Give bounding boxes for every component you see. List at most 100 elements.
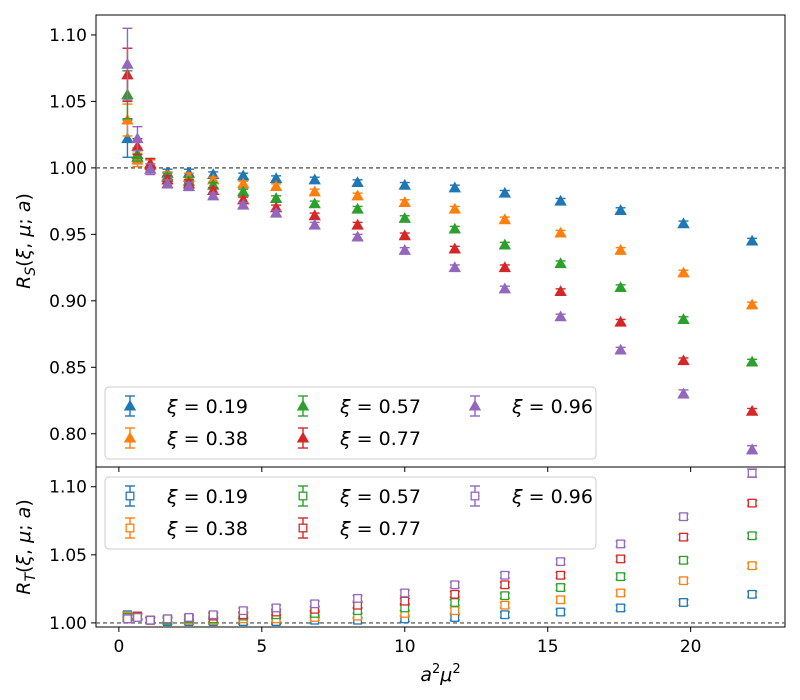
- ytick-label: 1.05: [49, 546, 87, 566]
- data-point: [161, 177, 174, 189]
- data-point: [747, 589, 757, 599]
- data-point: [500, 610, 510, 620]
- data-point: [556, 595, 566, 605]
- legend-marker: [470, 491, 480, 501]
- data-point: [271, 603, 281, 613]
- series-bottom-4: [122, 468, 758, 625]
- legend-entry-2: ξ = 0.57: [296, 395, 421, 418]
- data-layer-top: [121, 27, 759, 455]
- bottom-panel-rt: 1.00 1.05 1.10 0 5 10 15 20 RT(ξ, μ; a) a2μ2 ξ = 0…: [13, 466, 786, 686]
- data-point: [308, 209, 321, 221]
- data-point: [308, 197, 321, 209]
- data-point: [556, 557, 566, 567]
- data-point: [498, 213, 512, 225]
- legend-entry-1: ξ = 0.38: [123, 427, 248, 450]
- data-point: [351, 189, 364, 201]
- y-axis-label-top: RS(ξ, μ; a): [13, 193, 39, 289]
- data-point: [679, 512, 688, 522]
- data-point: [677, 217, 690, 229]
- data-point: [351, 230, 364, 242]
- data-point: [448, 242, 461, 254]
- data-point: [500, 580, 510, 590]
- data-point: [448, 181, 461, 193]
- data-point: [144, 162, 157, 174]
- data-point: [614, 243, 627, 255]
- data-point: [269, 206, 283, 218]
- legend-label: ξ = 0.19: [166, 486, 248, 508]
- data-point: [400, 596, 410, 606]
- legend-entry-2: ξ = 0.57: [298, 485, 421, 508]
- legend-entry-0: ξ = 0.19: [123, 395, 248, 418]
- ytick-label: 1.10: [49, 478, 87, 498]
- data-point: [122, 614, 132, 624]
- legend-entry-1: ξ = 0.38: [125, 517, 248, 540]
- x-axis-label: a2μ2: [420, 662, 460, 686]
- data-point: [351, 202, 364, 214]
- data-point: [745, 404, 759, 416]
- data-point: [269, 192, 283, 203]
- axes-frame-bottom: [95, 466, 786, 628]
- ytick-label: 0.85: [49, 358, 87, 378]
- data-point: [398, 229, 411, 241]
- data-point: [616, 588, 626, 598]
- data-point: [308, 173, 321, 185]
- legend-label: ξ = 0.77: [339, 428, 421, 450]
- data-point: [745, 298, 759, 310]
- data-point: [398, 212, 411, 223]
- data-point: [121, 132, 134, 144]
- data-point: [400, 588, 410, 598]
- ytick-label: 0.90: [49, 292, 87, 312]
- ytick-label: 0.95: [49, 225, 87, 245]
- data-point: [450, 580, 460, 590]
- data-point: [745, 234, 759, 246]
- data-point: [310, 599, 320, 609]
- series-top-2: [121, 70, 759, 367]
- data-point: [182, 180, 196, 192]
- data-point: [498, 261, 512, 273]
- legend-entry-3: ξ = 0.77: [296, 427, 421, 450]
- ytick-label: 1.00: [49, 159, 87, 179]
- data-point: [747, 498, 757, 508]
- data-point: [184, 613, 194, 622]
- data-point: [679, 576, 688, 586]
- data-point: [554, 257, 567, 269]
- data-point: [616, 572, 626, 582]
- data-point: [308, 185, 321, 197]
- xtick-label: 5: [256, 637, 267, 657]
- data-point: [679, 555, 688, 565]
- data-point: [616, 554, 626, 564]
- legend-label: ξ = 0.77: [339, 518, 421, 540]
- series-top-4: [121, 27, 759, 455]
- data-point: [353, 593, 363, 603]
- data-point: [308, 218, 321, 230]
- legend-bottom: ξ = 0.19 ξ = 0.38 ξ = 0.57 ξ = 0.77 ξ = 0.96: [104, 476, 597, 550]
- data-point: [745, 355, 759, 367]
- series-top-1: [121, 103, 759, 310]
- ytick-label: 1.00: [49, 614, 87, 634]
- data-point: [398, 178, 411, 190]
- data-point: [237, 198, 250, 210]
- data-point: [556, 607, 566, 617]
- series-top-3: [121, 47, 759, 416]
- data-point: [450, 589, 460, 599]
- data-point: [498, 282, 512, 294]
- legend-entry-0: ξ = 0.19: [125, 485, 248, 508]
- legend-label: ξ = 0.19: [166, 396, 248, 418]
- ytick-label: 0.80: [49, 425, 87, 445]
- legend-label: ξ = 0.38: [166, 518, 248, 540]
- data-point: [747, 531, 757, 541]
- data-point: [133, 613, 142, 622]
- ytick-label: 1.05: [49, 92, 87, 112]
- legend-marker: [298, 523, 308, 533]
- xtick-label: 10: [394, 637, 416, 657]
- data-point: [238, 606, 248, 616]
- data-point: [554, 194, 567, 206]
- data-point: [556, 570, 566, 580]
- data-point: [450, 606, 460, 616]
- legend-marker: [296, 399, 310, 411]
- data-point: [556, 583, 566, 592]
- data-point: [616, 603, 626, 613]
- data-point: [398, 243, 411, 255]
- xtick-label: 0: [113, 637, 124, 657]
- data-point: [448, 261, 461, 273]
